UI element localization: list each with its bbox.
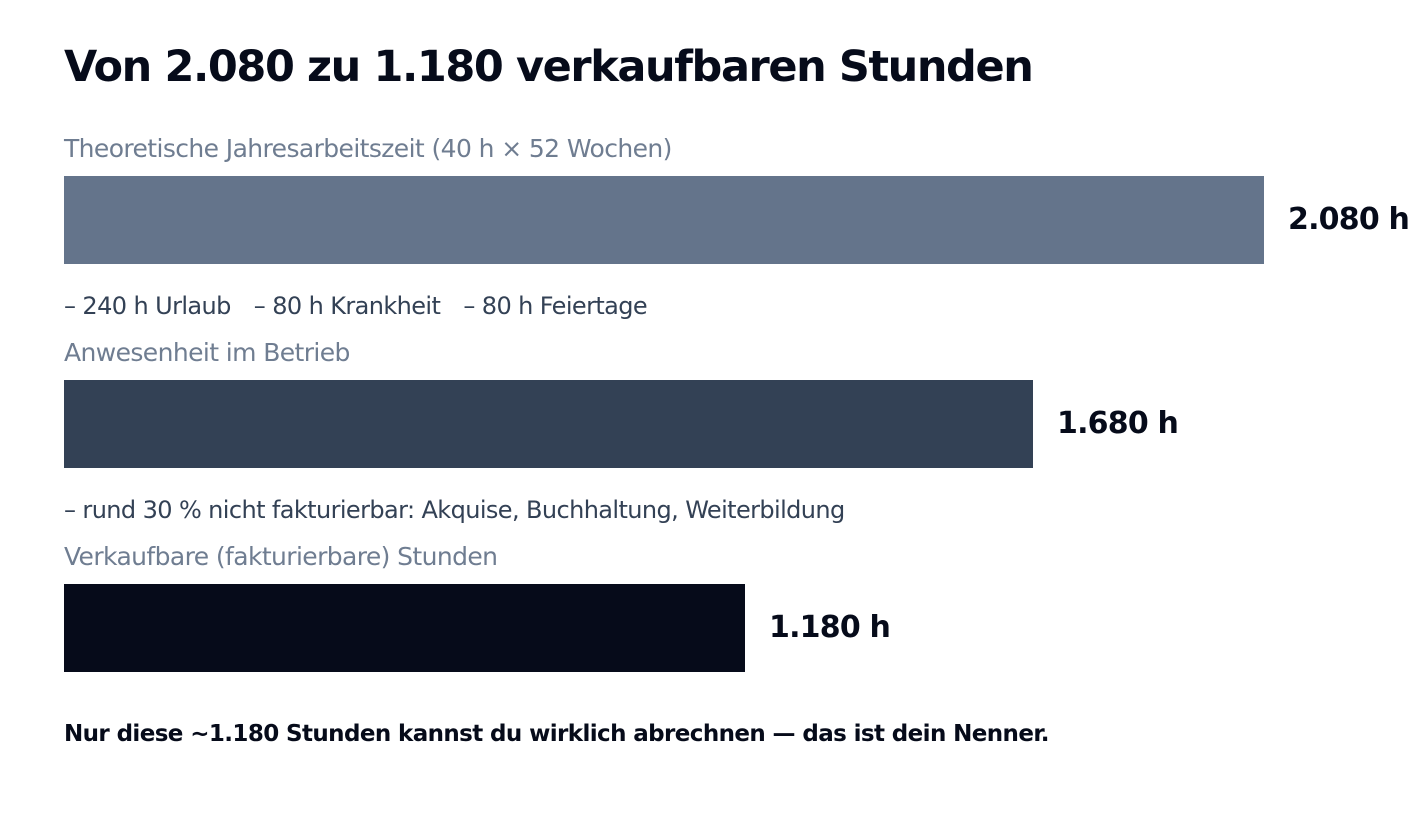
- deduction-annotation-non-billable: – rund 30 % nicht fakturierbar: Akquise,…: [64, 494, 845, 526]
- bar-attendance: [64, 380, 1033, 468]
- bar-label-theoretical-hours: Theoretische Jahresarbeitszeit (40 h × 5…: [64, 134, 672, 163]
- bar-label-attendance: Anwesenheit im Betrieb: [64, 338, 350, 367]
- deduction-vacation: – 240 h Urlaub: [64, 292, 231, 320]
- bar-theoretical-hours: [64, 176, 1264, 264]
- value-label-theoretical-hours: 2.080 h: [1288, 202, 1410, 237]
- value-label-attendance: 1.680 h: [1057, 406, 1179, 441]
- deduction-sickness: – 80 h Krankheit: [253, 292, 441, 320]
- bar-label-billable-hours: Verkaufbare (fakturierbare) Stunden: [64, 542, 498, 571]
- chart-title: Von 2.080 zu 1.180 verkaufbaren Stunden: [64, 42, 1034, 92]
- deduction-holidays: – 80 h Feiertage: [463, 292, 648, 320]
- deduction-non-billable: – rund 30 % nicht fakturierbar: Akquise,…: [64, 496, 845, 524]
- deduction-annotation-absence: – 240 h Urlaub – 80 h Krankheit – 80 h F…: [64, 290, 663, 322]
- value-label-billable-hours: 1.180 h: [769, 610, 891, 645]
- footnote: Nur diese ~1.180 Stunden kannst du wirkl…: [64, 721, 1050, 747]
- bar-billable-hours: [64, 584, 745, 672]
